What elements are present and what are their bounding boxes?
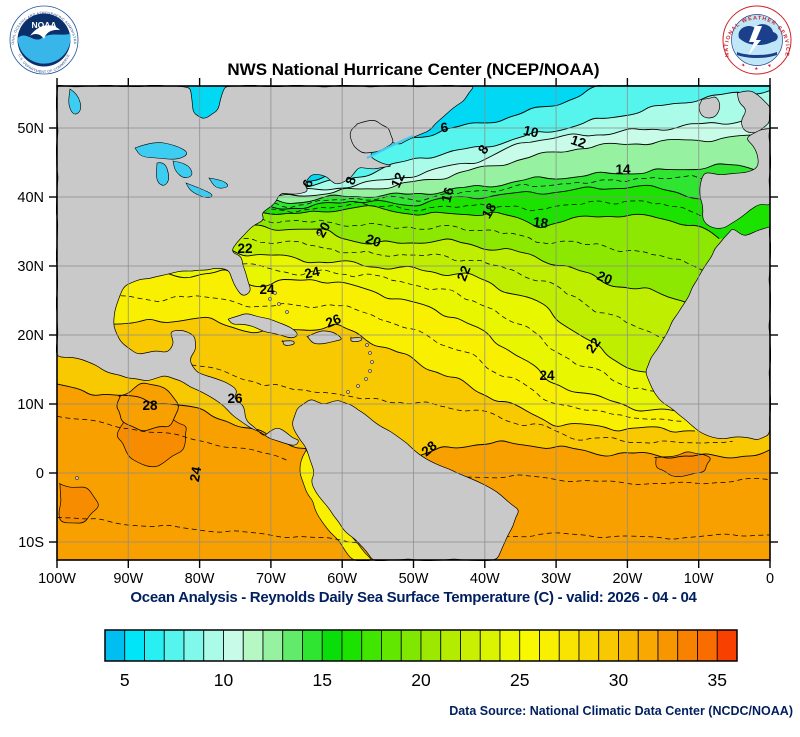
contour-label: 24 bbox=[303, 264, 321, 282]
lon-tick-label: 90W bbox=[113, 571, 143, 587]
contour-label: 20 bbox=[364, 231, 383, 250]
lon-tick-label: 0 bbox=[766, 571, 774, 587]
contour-label: 14 bbox=[615, 162, 631, 177]
lon-tick-label: 60W bbox=[327, 571, 357, 587]
page-title: NWS National Hurricane Center (NCEP/NOAA… bbox=[227, 60, 600, 79]
lat-tick-label: 0 bbox=[36, 466, 44, 482]
map-caption: Ocean Analysis - Reynolds Daily Sea Surf… bbox=[130, 589, 697, 606]
lon-tick-label: 80W bbox=[185, 571, 215, 587]
nws-sea-wave bbox=[737, 52, 777, 58]
colorbar-cell bbox=[104, 629, 126, 662]
colorbar-cell bbox=[302, 629, 323, 662]
lat-lon-grid bbox=[57, 86, 770, 560]
lon-tick-label: 50W bbox=[399, 571, 429, 587]
lon-tick-label: 100W bbox=[38, 571, 76, 587]
colorbar-cell bbox=[479, 629, 501, 662]
colorbar-cell bbox=[539, 629, 560, 662]
colorbar-cell bbox=[460, 629, 481, 662]
colorbar-cell bbox=[381, 629, 402, 662]
colorbar-tick-label: 10 bbox=[214, 670, 234, 690]
temperature-colorbar: 5 10 15 20 25 30 35 bbox=[104, 629, 738, 690]
colorbar-cell bbox=[637, 629, 659, 662]
contour-label: 16 bbox=[438, 185, 457, 204]
colorbar-cell bbox=[499, 629, 521, 662]
lat-tick-label: 10N bbox=[17, 397, 44, 413]
noaa-bird-icon bbox=[30, 25, 60, 39]
colorbar-cell bbox=[242, 629, 264, 662]
colorbar-cell bbox=[558, 629, 580, 662]
lon-tick-label: 30W bbox=[541, 571, 571, 587]
contour-label: 18 bbox=[532, 214, 549, 231]
colorbar-cell bbox=[361, 629, 382, 662]
contour-label: 22 bbox=[454, 264, 474, 284]
lon-tick-label: 10W bbox=[684, 571, 714, 587]
colorbar-cell bbox=[262, 629, 284, 662]
land-masses bbox=[56, 85, 771, 561]
colorbar-tick-label: 25 bbox=[510, 670, 529, 690]
data-source-credit: Data Source: National Climatic Data Cent… bbox=[449, 704, 793, 718]
lat-tick-label: 30N bbox=[17, 259, 44, 275]
colorbar-tick-label: 30 bbox=[609, 670, 629, 690]
contour-label: 22 bbox=[237, 241, 252, 256]
contour-label: 20 bbox=[595, 268, 615, 288]
contour-label: 24 bbox=[539, 368, 555, 383]
contour-label: 20 bbox=[313, 219, 334, 240]
colorbar-cell bbox=[223, 629, 244, 662]
axis-ticks bbox=[49, 78, 778, 568]
colorbar-cell bbox=[144, 629, 165, 662]
lon-tick-label: 70W bbox=[256, 571, 286, 587]
svg-text:★ · ★ · ★: ★ · ★ · ★ bbox=[740, 62, 774, 71]
colorbar-cell bbox=[282, 629, 303, 662]
colorbar-cell bbox=[697, 629, 718, 662]
colorbar-cell bbox=[440, 629, 461, 662]
colorbar-tick-label: 35 bbox=[708, 670, 727, 690]
colorbar-tick-label: 15 bbox=[313, 670, 332, 690]
nws-lightning-icon bbox=[748, 26, 762, 56]
colorbar-cell bbox=[203, 629, 224, 662]
contour-label: 24 bbox=[259, 282, 275, 297]
contour-label: 26 bbox=[324, 311, 344, 331]
colorbar-cell bbox=[677, 629, 698, 662]
colorbar-cell bbox=[716, 629, 738, 662]
nws-logo: NATIONAL WEATHER SERVICE ★ · ★ · ★ bbox=[722, 5, 792, 75]
colorbar-cell bbox=[400, 629, 422, 662]
contour-label: 12 bbox=[388, 170, 408, 190]
contour-label: 26 bbox=[227, 391, 243, 406]
lon-tick-label: 40W bbox=[470, 571, 500, 587]
colorbar-tick-label: 20 bbox=[411, 670, 431, 690]
contour-label: 28 bbox=[142, 398, 158, 413]
colorbar-cell bbox=[657, 629, 679, 662]
contour-label: 12 bbox=[569, 132, 588, 151]
contour-label: 18 bbox=[479, 200, 500, 221]
colorbar-cell bbox=[420, 629, 442, 662]
colorbar-cell bbox=[598, 629, 619, 662]
colorbar-cell bbox=[618, 629, 639, 662]
colorbar-cell bbox=[321, 629, 343, 662]
lat-tick-label: 50N bbox=[17, 121, 44, 137]
contour-label: 24 bbox=[187, 465, 204, 483]
colorbar-cell bbox=[124, 629, 145, 662]
nws-ring-stars: ★ · ★ · ★ bbox=[740, 62, 772, 71]
lat-tick-label: 20N bbox=[17, 328, 44, 344]
lat-tick-label: 10S bbox=[18, 535, 44, 551]
colorbar-cell bbox=[183, 629, 205, 662]
colorbar-cell bbox=[163, 629, 185, 662]
noaa-wordmark: NOAA bbox=[31, 20, 56, 30]
contour-label: 10 bbox=[522, 123, 540, 141]
noaa-logo: NATIONAL OCEANIC AND ATMOSPHERIC ADMINIS… bbox=[9, 5, 79, 75]
colorbar-cell bbox=[519, 629, 540, 662]
lon-tick-label: 20W bbox=[612, 571, 642, 587]
colorbar-tick-label: 5 bbox=[120, 670, 130, 690]
map-canvas: 100W 90W 80W 70W 60W 50W 40W 30W 20W 10W 0 50N 40N 30… bbox=[17, 78, 778, 587]
contour-label: 6 bbox=[440, 120, 450, 136]
lat-tick-label: 40N bbox=[17, 190, 44, 206]
noaa-wave bbox=[17, 34, 71, 64]
axis-labels: 100W 90W 80W 70W 60W 50W 40W 30W 20W 10W 0 50N 40N 30… bbox=[17, 121, 774, 587]
colorbar-cell bbox=[578, 629, 600, 662]
contour-label: 22 bbox=[583, 335, 604, 356]
colorbar-cell bbox=[341, 629, 363, 662]
